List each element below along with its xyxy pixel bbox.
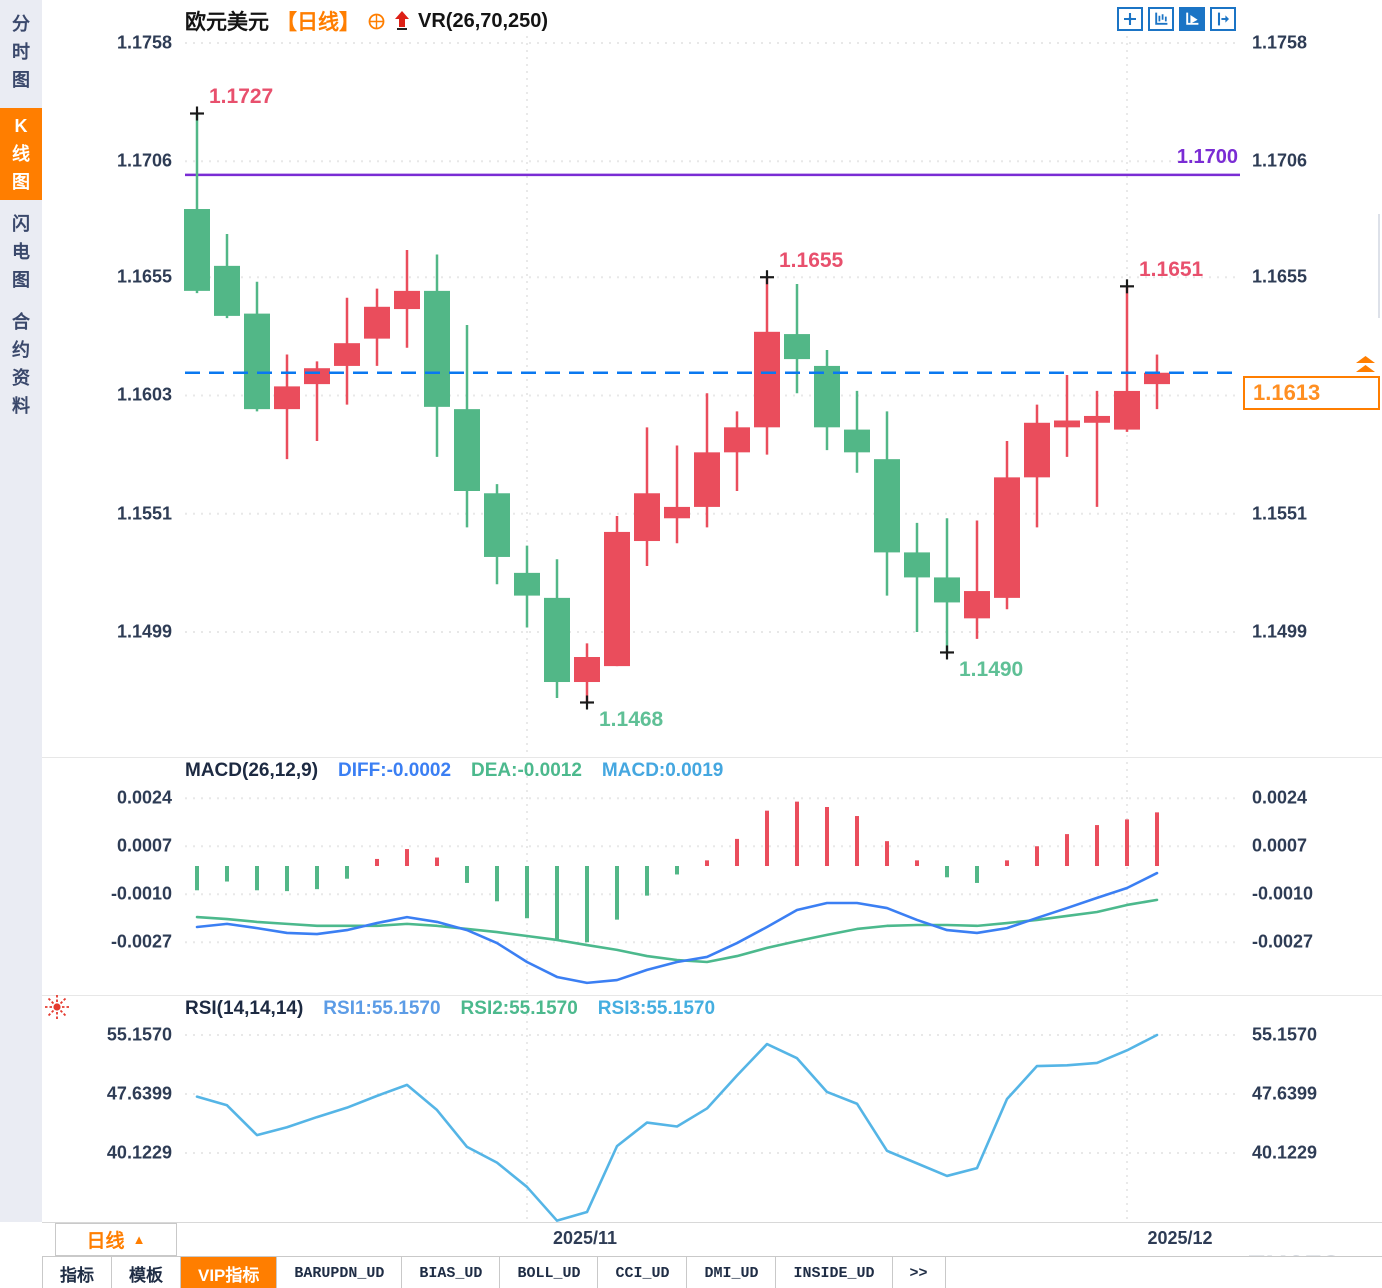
indicator-tab[interactable]: BIAS_UD (402, 1257, 501, 1288)
indicator-tab[interactable]: 指标 (42, 1257, 112, 1288)
macd-value: MACD:0.0019 (601, 760, 724, 781)
y-axis-tick: 40.1229 (106, 1142, 172, 1163)
sidebar-item-flash[interactable]: 闪 电 图 (12, 214, 30, 290)
price-annotation: 1.1468 (599, 708, 664, 732)
axes-chart-icon[interactable] (1148, 7, 1174, 31)
y-axis-tick: 0.0024 (1252, 787, 1308, 808)
dea-value: DEA:-0.0012 (471, 760, 582, 781)
rsi3-value: RSI3:55.1570 (597, 998, 716, 1019)
panel-separator (42, 995, 1382, 996)
y-axis-tick: 1.1499 (1252, 621, 1308, 642)
price-annotation: 1.1655 (779, 249, 844, 273)
price-annotation: 1.1727 (209, 85, 274, 109)
price-annotation: 1.1651 (1139, 258, 1204, 282)
rsi1-value: RSI1:55.1570 (323, 998, 441, 1019)
rsi-title: RSI(14,14,14) (185, 998, 304, 1019)
macd-title: MACD(26,12,9) (185, 760, 319, 781)
period-selector[interactable]: 日线 ▲ (55, 1223, 177, 1256)
y-axis-tick: 40.1229 (1252, 1142, 1318, 1163)
indicator-tab[interactable]: CCI_UD (598, 1257, 688, 1288)
axes-play-icon[interactable] (1179, 7, 1205, 31)
y-axis-tick: 1.1551 (116, 503, 172, 524)
indicator-tab[interactable]: DMI_UD (687, 1257, 777, 1288)
exit-right-icon[interactable] (1210, 7, 1236, 31)
x-axis-label: 2025/11 (552, 1228, 618, 1248)
indicator-tab[interactable]: BOLL_UD (500, 1257, 599, 1288)
y-axis-tick: 1.1706 (116, 150, 172, 171)
y-axis-tick: 47.6399 (106, 1083, 172, 1104)
level-price-label: 1.1700 (1176, 146, 1238, 168)
y-axis-tick: 1.1499 (116, 621, 172, 642)
x-axis-label: 2025/12 (1147, 1228, 1213, 1248)
indicator-tab[interactable]: VIP指标 (181, 1257, 278, 1288)
chart-header: 欧元美元 【日线】 VR(26,70,250) (185, 6, 548, 36)
sun-icon[interactable] (44, 994, 70, 1025)
y-axis-tick: 1.1758 (116, 32, 172, 53)
diff-value: DIFF:-0.0002 (338, 760, 452, 781)
y-axis-tick: 47.6399 (1252, 1083, 1318, 1104)
triangle-up-icon: ▲ (132, 1232, 146, 1247)
current-price-tag: 1.1613 (1243, 376, 1380, 410)
symbol-title: 欧元美元 (185, 11, 269, 34)
panel-separator (42, 757, 1382, 758)
sidebar-item-kline[interactable]: K 线 图 (0, 108, 42, 200)
y-axis-tick: 55.1570 (106, 1024, 172, 1045)
target-icon[interactable] (367, 12, 386, 31)
y-axis-tick: 1.1706 (1252, 150, 1308, 171)
y-axis-tick: -0.0027 (1252, 931, 1314, 952)
period-tag: 【日线】 (276, 11, 360, 34)
y-axis-tick: 1.1758 (1252, 32, 1308, 53)
indicator-tab[interactable]: INSIDE_UD (776, 1257, 893, 1288)
y-axis-tick: -0.0010 (1252, 883, 1314, 904)
y-axis-tick: 0.0024 (116, 787, 172, 808)
sidebar-item-contract-info[interactable]: 合 约 资 料 (12, 312, 30, 416)
axis-separator (42, 1222, 1382, 1223)
indicator-tab[interactable]: >> (893, 1257, 946, 1288)
y-axis-tick: -0.0027 (110, 931, 172, 952)
double-up-arrow-icon (1352, 356, 1379, 380)
indicator-tab[interactable]: BARUPDN_UD (277, 1257, 403, 1288)
sidebar-item-timeline[interactable]: 分 时 图 (12, 14, 30, 90)
left-sidebar: 分 时 图 K 线 图闪 电 图合 约 资 料 (0, 0, 42, 1222)
scroll-indicator[interactable] (1378, 214, 1380, 318)
indicator-title: VR(26,70,250) (418, 9, 549, 32)
y-axis-tick: 1.1655 (1252, 266, 1308, 287)
indicator-tabbar: 指标 模板 VIP指标 BARUPDN_UD BIAS_UD BOLL_UD CCI_UD D… (42, 1256, 1382, 1288)
rsi-header: RSI(14,14,14) RSI1:55.1570 RSI2:55.1570 … (185, 998, 715, 1020)
y-axis-tick: 1.1551 (1252, 503, 1308, 524)
indicator-tab[interactable]: 模板 (112, 1257, 181, 1288)
y-axis-tick: -0.0010 (110, 883, 172, 904)
chart-toolbar (1117, 7, 1236, 31)
y-axis-tick: 1.1603 (116, 384, 172, 405)
y-axis-tick: 1.1655 (116, 266, 172, 287)
y-axis-tick: 0.0007 (1252, 835, 1308, 856)
crosshair-move-icon[interactable] (1117, 7, 1143, 31)
rsi2-value: RSI2:55.1570 (460, 998, 578, 1019)
price-annotation: 1.1490 (959, 658, 1024, 682)
period-selector-label: 日线 (86, 1231, 125, 1252)
macd-header: MACD(26,12,9) DIFF:-0.0002 DEA:-0.0012 M… (185, 760, 723, 782)
y-axis-tick: 0.0007 (116, 835, 172, 856)
y-axis-tick: 55.1570 (1252, 1024, 1318, 1045)
up-arrow-icon (393, 10, 411, 32)
